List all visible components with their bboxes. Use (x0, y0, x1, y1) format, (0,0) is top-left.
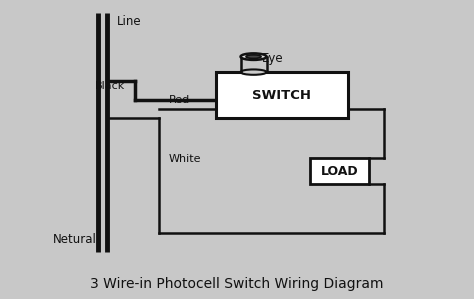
Text: 3 Wire-in Photocell Switch Wiring Diagram: 3 Wire-in Photocell Switch Wiring Diagra… (90, 277, 384, 291)
Ellipse shape (246, 55, 261, 58)
Ellipse shape (240, 54, 266, 60)
Text: Netural: Netural (53, 233, 97, 246)
Ellipse shape (240, 69, 266, 75)
Text: Eye: Eye (262, 52, 283, 65)
Text: Red: Red (168, 95, 190, 105)
Text: Line: Line (117, 15, 141, 28)
Text: LOAD: LOAD (321, 164, 359, 178)
Bar (216, 72, 348, 118)
Text: SWITCH: SWITCH (252, 89, 311, 102)
Bar (310, 158, 369, 184)
Text: White: White (168, 154, 201, 164)
Text: Black: Black (95, 81, 126, 91)
